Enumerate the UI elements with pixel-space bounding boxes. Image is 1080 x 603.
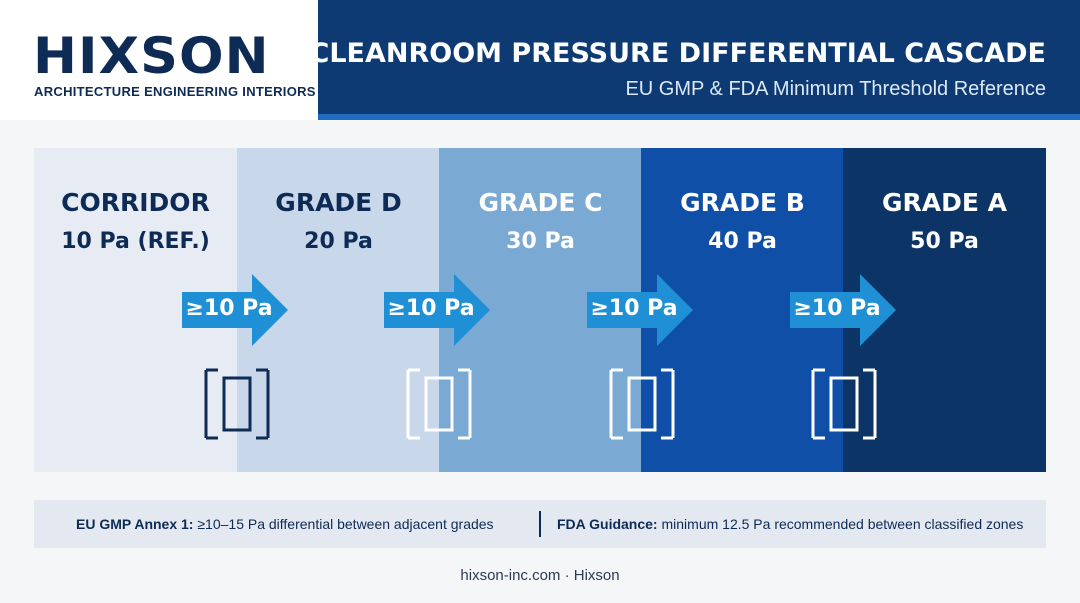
zone-name: GRADE A bbox=[882, 188, 1007, 217]
zone-name: GRADE D bbox=[275, 188, 402, 217]
arrow-right-icon bbox=[182, 274, 288, 346]
eu-gmp-note: EU GMP Annex 1: ≥10–15 Pa differential b… bbox=[76, 500, 494, 548]
title-accent-strip bbox=[318, 114, 1080, 120]
fda-guidance-label: FDA Guidance: bbox=[557, 516, 658, 532]
zone-pressure: 10 Pa (REF.) bbox=[61, 229, 210, 254]
pressure-cascade-diagram: CORRIDOR 10 Pa (REF.) GRADE D 20 Pa GRAD… bbox=[34, 148, 1046, 472]
page-subtitle: EU GMP & FDA Minimum Threshold Reference bbox=[625, 78, 1046, 100]
title-banner: CLEANROOM PRESSURE DIFFERENTIAL CASCADE … bbox=[310, 0, 1080, 114]
door-icon bbox=[811, 368, 877, 440]
step-label: ≥10 Pa bbox=[793, 296, 881, 321]
arrow-right-icon bbox=[587, 274, 693, 346]
notes-divider bbox=[539, 511, 541, 537]
fda-guidance-note: FDA Guidance: minimum 12.5 Pa recommende… bbox=[557, 500, 1023, 548]
zone-pressure: 50 Pa bbox=[910, 229, 979, 254]
arrow-right-icon bbox=[384, 274, 490, 346]
footer-credit: hixson-inc.com · Hixson bbox=[460, 567, 620, 584]
regulatory-notes-bar: EU GMP Annex 1: ≥10–15 Pa differential b… bbox=[34, 500, 1046, 548]
pressure-step-arrow: ≥10 Pa bbox=[790, 274, 900, 346]
fda-guidance-text: minimum 12.5 Pa recommended between clas… bbox=[661, 516, 1024, 532]
zone-pressure: 30 Pa bbox=[506, 229, 575, 254]
door-icon bbox=[609, 368, 675, 440]
step-label: ≥10 Pa bbox=[387, 296, 475, 321]
door-icon bbox=[406, 368, 472, 440]
zone-pressure: 20 Pa bbox=[304, 229, 373, 254]
logo-panel: HIXSON ARCHITECTURE ENGINEERING INTERIOR… bbox=[0, 0, 318, 120]
zone-pressure: 40 Pa bbox=[708, 229, 777, 254]
step-label: ≥10 Pa bbox=[185, 296, 273, 321]
eu-gmp-label: EU GMP Annex 1: bbox=[76, 516, 194, 532]
page-title: CLEANROOM PRESSURE DIFFERENTIAL CASCADE bbox=[309, 38, 1047, 69]
logo-wordmark: HIXSON bbox=[33, 27, 270, 85]
pressure-step-arrow: ≥10 Pa bbox=[587, 274, 697, 346]
zone-name: GRADE C bbox=[478, 188, 603, 217]
eu-gmp-text: ≥10–15 Pa differential between adjacent … bbox=[197, 516, 494, 532]
pressure-step-arrow: ≥10 Pa bbox=[384, 274, 494, 346]
pressure-step-arrow: ≥10 Pa bbox=[182, 274, 292, 346]
logo-tagline: ARCHITECTURE ENGINEERING INTERIORS bbox=[34, 84, 316, 99]
step-label: ≥10 Pa bbox=[590, 296, 678, 321]
door-icon bbox=[204, 368, 270, 440]
arrow-right-icon bbox=[790, 274, 896, 346]
zone-name: GRADE B bbox=[680, 188, 805, 217]
zone-name: CORRIDOR bbox=[61, 188, 210, 217]
